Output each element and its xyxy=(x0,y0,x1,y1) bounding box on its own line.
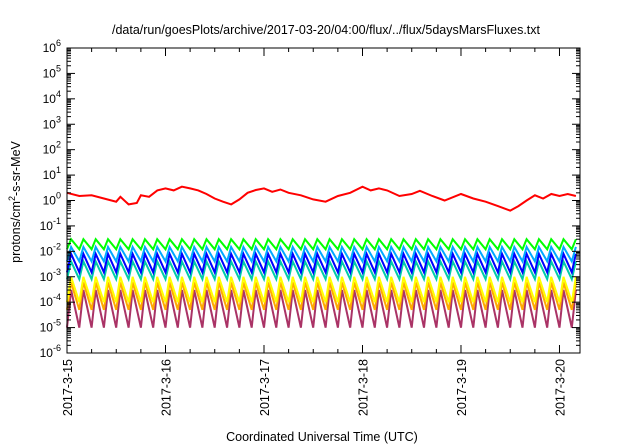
y-tick-label: 10-3 xyxy=(40,267,61,284)
y-tick-exponent: 3 xyxy=(56,114,61,124)
y-tick-label: 100 xyxy=(43,191,61,208)
y-tick-exponent: 5 xyxy=(56,63,61,73)
y-tick-exponent: -4 xyxy=(53,292,61,302)
y-tick-base: 10 xyxy=(43,168,57,182)
x-tick-label: 2017-3-15 xyxy=(61,359,75,416)
x-tick-label: 2017-3-19 xyxy=(455,359,469,416)
series-line-2 xyxy=(66,244,577,264)
y-tick-label: 101 xyxy=(43,165,61,182)
y-tick-base: 10 xyxy=(43,92,57,106)
y-tick-base: 10 xyxy=(43,41,57,55)
y-tick-exponent: 1 xyxy=(56,165,61,175)
series-line-4 xyxy=(66,258,577,283)
y-tick-base: 10 xyxy=(43,66,57,80)
y-tick-label: 10-5 xyxy=(40,318,61,335)
y-tick-label: 10-4 xyxy=(40,292,61,309)
y-axis-label-base: protons/cm xyxy=(9,201,23,263)
chart-title: /data/run/goesPlots/archive/2017-03-20/0… xyxy=(112,23,541,37)
y-tick-label: 105 xyxy=(43,63,61,80)
y-tick-exponent: -1 xyxy=(53,216,61,226)
series-line-1 xyxy=(66,237,577,252)
y-axis-ticks: 10-610-510-410-310-210-11001011021031041… xyxy=(40,38,580,360)
x-tick-label: 2017-3-18 xyxy=(356,359,370,416)
x-tick-label: 2017-3-17 xyxy=(258,359,272,416)
y-tick-exponent: 0 xyxy=(56,191,61,201)
y-axis-label-tail: -s-sr-MeV xyxy=(9,140,23,196)
x-axis-ticks: 2017-3-15 2017-3-16 2017-3-17 2017-3-18 2017… xyxy=(61,48,567,416)
chart-series-group xyxy=(66,185,577,328)
y-tick-base: 10 xyxy=(43,143,57,157)
series-line-0 xyxy=(66,185,577,212)
y-tick-label: 104 xyxy=(43,89,61,106)
y-tick-base: 10 xyxy=(40,321,54,335)
y-tick-base: 10 xyxy=(40,295,54,309)
y-tick-label: 10-6 xyxy=(40,343,61,360)
y-tick-base: 10 xyxy=(43,117,57,131)
series-line-3 xyxy=(66,250,577,276)
y-tick-base: 10 xyxy=(40,219,54,233)
y-tick-label: 106 xyxy=(43,38,61,55)
series-line-5 xyxy=(66,276,577,303)
y-tick-exponent: 4 xyxy=(56,89,61,99)
series-line-6 xyxy=(66,282,577,311)
x-tick-label: 2017-3-20 xyxy=(553,359,567,416)
y-tick-base: 10 xyxy=(40,346,54,360)
y-axis-label-sup: 2 xyxy=(7,196,17,201)
y-tick-exponent: -3 xyxy=(53,267,61,277)
x-tick-label: 2017-3-16 xyxy=(159,359,173,416)
y-tick-label: 103 xyxy=(43,114,61,131)
y-tick-base: 10 xyxy=(43,194,57,208)
y-tick-label: 102 xyxy=(43,140,61,157)
y-tick-exponent: -5 xyxy=(53,318,61,328)
y-tick-exponent: 6 xyxy=(56,38,61,48)
y-tick-exponent: -6 xyxy=(53,343,61,353)
y-tick-base: 10 xyxy=(40,270,54,284)
y-tick-exponent: -2 xyxy=(53,241,61,251)
y-tick-label: 10-1 xyxy=(40,216,61,233)
y-tick-label: 10-2 xyxy=(40,241,61,258)
series-line-7 xyxy=(66,289,577,328)
y-tick-exponent: 2 xyxy=(56,140,61,150)
x-axis-label: Coordinated Universal Time (UTC) xyxy=(226,430,418,444)
y-axis-label: protons/cm2-s-sr-MeV xyxy=(7,140,23,262)
y-tick-base: 10 xyxy=(40,244,54,258)
